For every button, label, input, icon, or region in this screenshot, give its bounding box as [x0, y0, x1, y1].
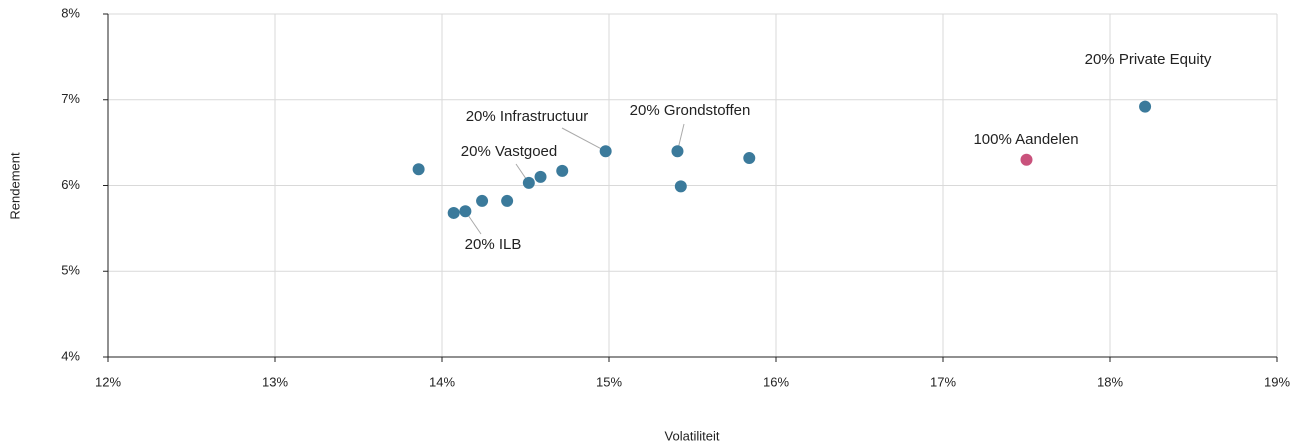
annotation: 20% Private Equity: [1085, 51, 1212, 68]
annotation: 20% ILB: [465, 236, 522, 253]
point: [599, 145, 612, 158]
leader-line: [561, 127, 606, 152]
x-axis-label: Volatiliteit: [665, 428, 720, 443]
y-tick-label: 7%: [61, 91, 80, 106]
annotation: 20% Infrastructuur: [466, 108, 589, 125]
x-tick-label: 12%: [95, 374, 121, 389]
x-tick-label: 19%: [1264, 374, 1290, 389]
point: [534, 170, 547, 183]
point: [522, 176, 535, 189]
point: [1020, 153, 1033, 166]
annotation: 20% Vastgoed: [461, 143, 557, 160]
point: [447, 206, 460, 219]
point: [743, 152, 756, 165]
x-tick-label: 15%: [596, 374, 622, 389]
annotation: 100% Aandelen: [973, 131, 1078, 148]
x-tick-label: 13%: [262, 374, 288, 389]
y-axis-label: Rendement: [7, 152, 22, 220]
point: [671, 145, 684, 158]
point: [556, 164, 569, 177]
point: [476, 194, 489, 207]
y-tick-label: 4%: [61, 348, 80, 363]
y-tick-label: 6%: [61, 177, 80, 192]
annotation: 20% Grondstoffen: [630, 102, 751, 119]
point: [412, 163, 425, 176]
point: [674, 180, 687, 193]
x-tick-label: 18%: [1097, 374, 1123, 389]
point: [1139, 100, 1152, 113]
x-tick-label: 17%: [930, 374, 956, 389]
point: [459, 205, 472, 218]
y-tick-label: 8%: [61, 5, 80, 20]
y-tick-label: 5%: [61, 263, 80, 278]
x-tick-label: 14%: [429, 374, 455, 389]
x-tick-label: 16%: [763, 374, 789, 389]
point: [501, 194, 514, 207]
